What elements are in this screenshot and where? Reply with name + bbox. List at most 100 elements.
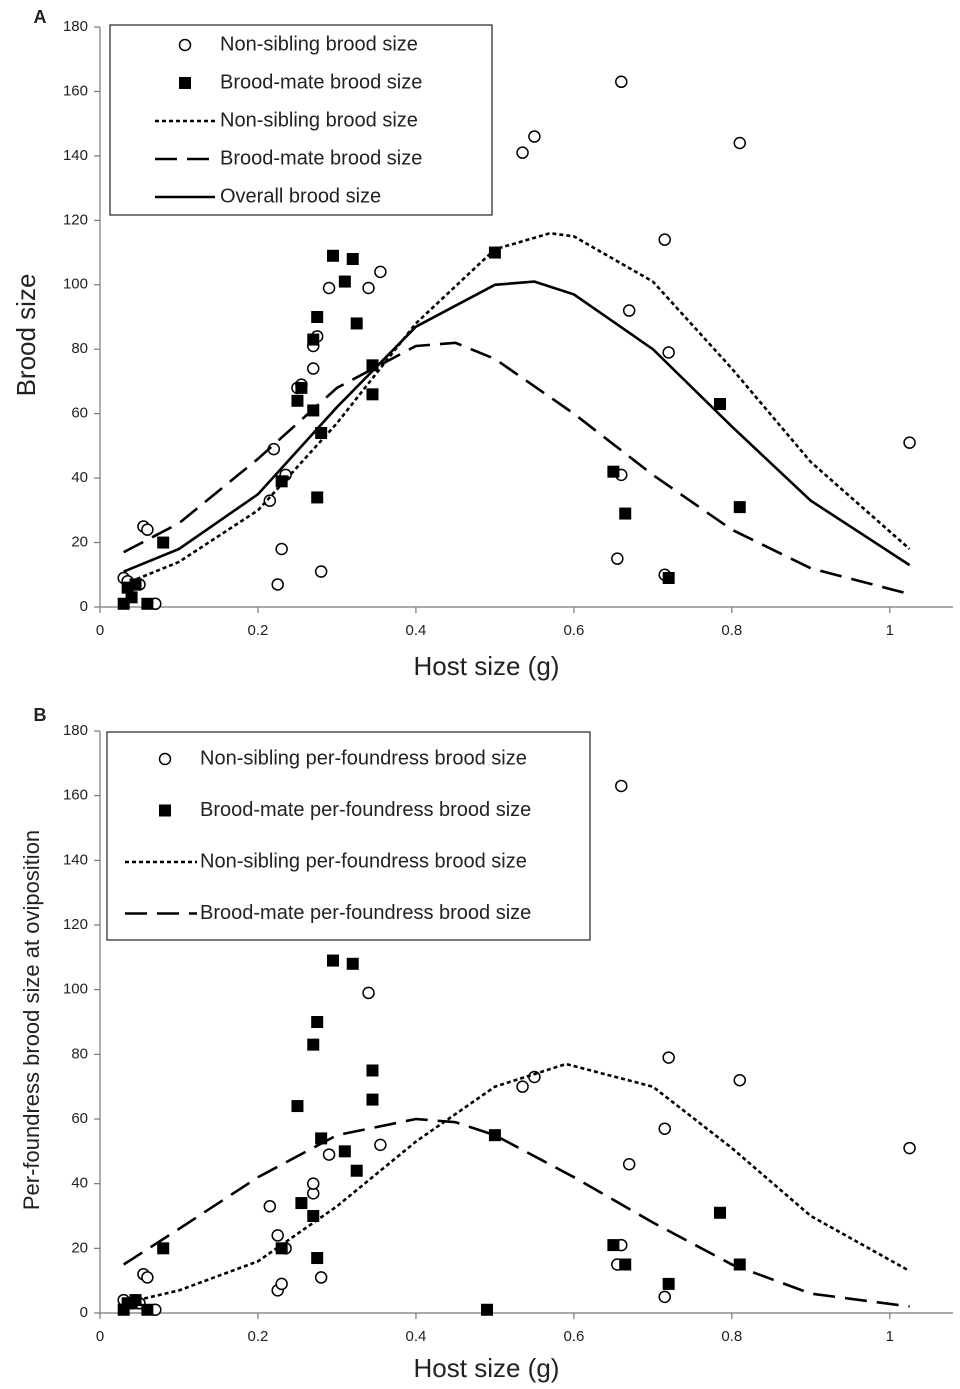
x-tick-label: 0.4 xyxy=(405,1328,426,1345)
circle-marker xyxy=(322,281,336,295)
square-marker xyxy=(346,253,359,265)
legend-label: Brood-mate brood size xyxy=(220,71,422,93)
square-marker xyxy=(157,536,170,549)
square-marker xyxy=(291,394,304,407)
square-marker xyxy=(619,1258,632,1271)
circle-marker xyxy=(662,346,675,359)
fit-curve xyxy=(123,1062,911,1305)
square-marker xyxy=(346,957,359,970)
circle-marker xyxy=(658,1290,671,1304)
square-marker xyxy=(662,1277,675,1290)
circle-marker xyxy=(622,304,636,317)
square-marker xyxy=(291,1100,304,1113)
circle-marker xyxy=(263,1200,277,1213)
circle-marker xyxy=(178,38,192,52)
circle-marker xyxy=(903,436,916,449)
square-marker xyxy=(141,597,154,610)
y-tick-label: 140 xyxy=(63,851,88,868)
circle-marker xyxy=(314,1271,328,1284)
circle-marker xyxy=(611,552,624,565)
legend-label: Non-sibling brood size xyxy=(220,109,418,131)
y-tick-label: 80 xyxy=(71,1045,88,1062)
panel-label: B xyxy=(34,705,47,725)
legend-box xyxy=(106,731,591,941)
circle-marker xyxy=(528,130,541,143)
circle-marker xyxy=(307,362,320,375)
circle-marker xyxy=(662,1051,675,1064)
x-tick-label: 0.6 xyxy=(563,622,584,639)
square-marker xyxy=(311,311,324,323)
circle-marker xyxy=(271,578,284,591)
square-marker xyxy=(714,1206,727,1219)
y-tick-label: 100 xyxy=(63,981,88,998)
x-tick-label: 1 xyxy=(886,622,894,639)
legend-label: Brood-mate per-foundress brood size xyxy=(200,799,531,821)
circle-marker xyxy=(658,1122,671,1135)
y-tick-label: 120 xyxy=(63,916,88,933)
x-tick-label: 1 xyxy=(886,1328,894,1345)
square-marker xyxy=(619,507,632,520)
square-marker xyxy=(733,501,746,514)
legend-box xyxy=(109,24,493,216)
circle-marker xyxy=(615,779,628,793)
square-marker xyxy=(488,246,501,259)
x-axis-label: Host size (g) xyxy=(414,1353,560,1383)
circle-marker xyxy=(141,1271,154,1284)
fit-curve xyxy=(123,231,911,586)
y-tick-label: 40 xyxy=(71,1175,88,1192)
circle-marker xyxy=(158,752,172,766)
circle-marker xyxy=(141,523,154,536)
y-tick-label: 100 xyxy=(63,276,88,293)
square-marker xyxy=(275,1242,288,1255)
legend-label: Brood-mate per-foundress brood size xyxy=(200,902,531,924)
y-tick-label: 20 xyxy=(71,534,88,551)
y-axis-label: Brood size xyxy=(11,274,41,397)
square-marker xyxy=(326,249,339,262)
y-tick-label: 160 xyxy=(63,787,88,804)
y-tick-label: 140 xyxy=(63,147,88,164)
square-marker xyxy=(366,1064,379,1077)
square-marker xyxy=(662,572,675,584)
y-axis-label: Per-foundress brood size at oviposition xyxy=(19,830,44,1210)
square-marker xyxy=(366,388,379,401)
circle-marker xyxy=(622,1158,636,1171)
x-tick-label: 0.6 xyxy=(563,1328,584,1345)
x-tick-label: 0.8 xyxy=(721,622,742,639)
square-marker xyxy=(311,1252,324,1265)
circle-marker xyxy=(615,75,628,89)
y-tick-label: 40 xyxy=(71,469,88,486)
square-marker xyxy=(338,275,351,288)
x-tick-label: 0.8 xyxy=(721,1328,742,1345)
circle-marker xyxy=(516,146,529,159)
square-marker xyxy=(179,77,191,89)
legend-label: Non-sibling brood size xyxy=(220,33,418,55)
circle-marker xyxy=(314,565,328,578)
square-marker xyxy=(307,333,320,346)
circle-marker xyxy=(322,1148,336,1161)
square-marker xyxy=(350,317,363,330)
y-tick-label: 180 xyxy=(63,722,88,739)
square-marker xyxy=(275,475,288,488)
y-tick-label: 60 xyxy=(71,1110,88,1127)
circle-marker xyxy=(275,1277,288,1291)
fit-curve xyxy=(123,280,911,573)
square-marker xyxy=(607,465,620,478)
fit-curve xyxy=(123,341,910,596)
square-marker xyxy=(307,1210,320,1222)
square-marker xyxy=(129,1294,142,1307)
y-tick-label: 0 xyxy=(80,1304,88,1321)
square-marker xyxy=(311,491,324,504)
circle-marker xyxy=(362,986,375,1000)
circle-marker xyxy=(307,1177,320,1190)
y-tick-label: 120 xyxy=(63,211,88,228)
square-marker xyxy=(607,1239,620,1252)
circle-marker xyxy=(374,1138,387,1152)
square-marker xyxy=(350,1164,363,1177)
circle-marker xyxy=(275,542,288,556)
legend-label: Overall brood size xyxy=(220,185,381,207)
square-marker xyxy=(488,1129,501,1142)
fit-curve xyxy=(122,1117,910,1308)
panel-label: A xyxy=(34,7,47,27)
y-tick-label: 160 xyxy=(63,82,88,99)
legend-label: Non-sibling per-foundress brood size xyxy=(200,747,527,769)
